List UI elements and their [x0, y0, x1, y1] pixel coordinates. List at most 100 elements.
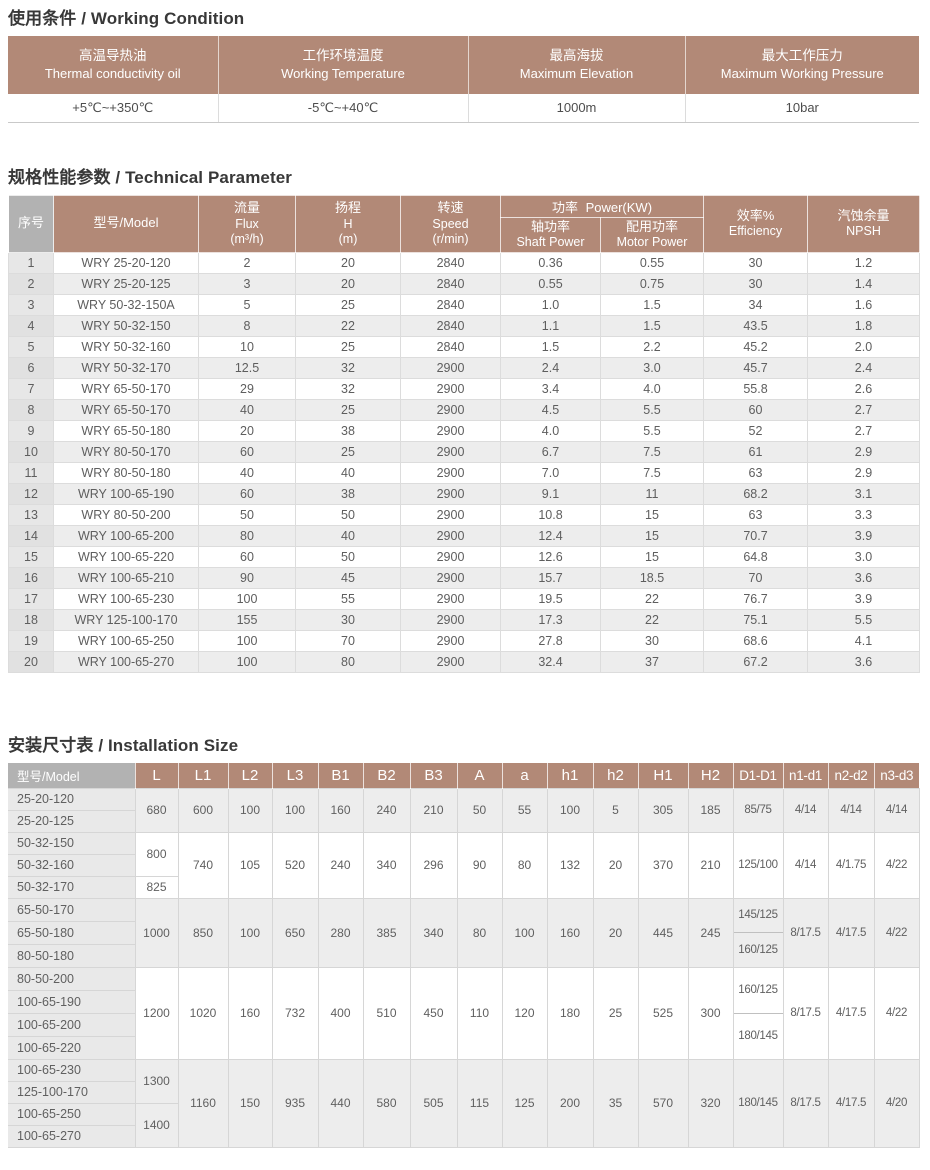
cell-dim: 850 — [177, 897, 229, 968]
cell-efficiency: 68.2 — [703, 483, 808, 506]
cell-dim: 400 — [317, 966, 364, 1060]
cell-dim: 160 — [317, 787, 364, 833]
cell-head: 50 — [295, 504, 401, 527]
cell-dim: 5 — [592, 787, 639, 833]
cell-dim: 180 — [546, 966, 594, 1060]
cell-efficiency: 52 — [703, 420, 808, 443]
cell-motor-power: 4.0 — [600, 378, 704, 401]
cell-motor-power: 22 — [600, 588, 704, 611]
cell-speed: 2840 — [400, 273, 501, 296]
cell-head: 20 — [295, 252, 401, 275]
wc-value-3: 10bar — [684, 94, 919, 123]
cell-shaft-power: 12.6 — [500, 546, 601, 569]
cell-npsh: 3.6 — [807, 651, 920, 674]
cell-efficiency: 60 — [703, 399, 808, 422]
cell-dim: 110 — [456, 966, 503, 1060]
table-row: 25-20-120 680 600 100 100 160 240 210 50 55 100 5 30… — [8, 787, 920, 833]
cell-dim: 20 — [592, 831, 639, 899]
cell-flux: 100 — [198, 588, 296, 611]
cell-no: 11 — [8, 462, 54, 485]
cell-dim: 100 — [501, 897, 548, 968]
col-header-a: a — [501, 763, 547, 789]
cell-model: WRY 100-65-220 — [53, 546, 199, 569]
cell-n3d3: 4/22 — [873, 897, 920, 968]
cell-model: WRY 50-32-170 — [53, 357, 199, 380]
cell-speed: 2900 — [400, 357, 501, 380]
cell-L: 800 — [134, 831, 179, 877]
col-header-no-label: 序号 — [17, 215, 44, 231]
table-row: 2 WRY 25-20-125 3 20 2840 0.55 0.75 30 1.4 — [8, 273, 920, 296]
cell-dim: 55 — [501, 787, 548, 833]
cell-shaft-power: 27.8 — [500, 630, 601, 653]
cell-npsh: 3.9 — [807, 588, 920, 611]
cell-n3d3: 4/22 — [873, 831, 920, 899]
cell-no: 15 — [8, 546, 54, 569]
wc-col-header-2: 最高海拔 Maximum Elevation — [467, 36, 685, 94]
table-row: 6 WRY 50-32-170 12.5 32 2900 2.4 3.0 45.7 2.4 — [8, 357, 920, 380]
col-header-motor-power: 配用功率 Motor Power — [600, 216, 704, 254]
cell-model: WRY 100-65-230 — [53, 588, 199, 611]
cell-head: 55 — [295, 588, 401, 611]
cell-model: 80-50-180 — [8, 943, 136, 968]
cell-motor-power: 22 — [600, 609, 704, 632]
cell-efficiency: 75.1 — [703, 609, 808, 632]
cell-efficiency: 67.2 — [703, 651, 808, 674]
cell-shaft-power: 1.0 — [500, 294, 601, 317]
cell-head: 70 — [295, 630, 401, 653]
table-row: 16 WRY 100-65-210 90 45 2900 15.7 18.5 70 3.6 — [8, 567, 920, 590]
cell-speed: 2900 — [400, 441, 501, 464]
cell-n2d2: 4/17.5 — [827, 966, 875, 1060]
table-row: 25-20-125 — [8, 809, 919, 833]
cell-shaft-power: 0.36 — [500, 252, 601, 275]
installation-size-section: 安装尺寸表 / Installation Size 型号/Model L L1 L2 L… — [8, 731, 920, 1148]
header-row-top: 序号 型号/Model 流量 Flux (m³/h) 扬程 H (m) — [8, 194, 920, 254]
table-row: 65-50-170 1000 850 100 650 280 385 340 80 100 160 2… — [8, 897, 920, 968]
cell-no: 8 — [8, 399, 54, 422]
col-header-l: L — [134, 763, 178, 789]
cell-head: 45 — [295, 567, 401, 590]
cell-shaft-power: 1.5 — [500, 336, 601, 359]
cell-dim: 580 — [362, 1058, 411, 1148]
cell-npsh: 3.1 — [807, 483, 920, 506]
cell-n2d2: 4/14 — [827, 787, 875, 833]
cell-model: 50-32-170 — [8, 875, 136, 899]
cell-model: 100-65-270 — [8, 1124, 136, 1148]
cell-npsh: 1.8 — [807, 315, 920, 338]
cell-no: 18 — [8, 609, 54, 632]
col-header-speed: 转速 Speed (r/min) — [400, 194, 501, 254]
cell-dim: 100 — [546, 787, 594, 833]
col-header-h2: H2 — [687, 763, 733, 789]
cell-n3d3: 4/14 — [873, 787, 920, 833]
col-header-n2-d2: n2-d2 — [827, 763, 874, 789]
cell-npsh: 3.0 — [807, 546, 920, 569]
col-header-l1: L1 — [177, 763, 228, 789]
cell-head: 40 — [295, 525, 401, 548]
cell-dim: 100 — [271, 787, 319, 833]
cell-speed: 2840 — [400, 294, 501, 317]
table-row: 4 WRY 50-32-150 8 22 2840 1.1 1.5 43.5 1.8 — [8, 315, 920, 338]
cell-model: WRY 50-32-160 — [53, 336, 199, 359]
cell-dim: 1020 — [177, 966, 229, 1060]
cell-head: 25 — [295, 294, 401, 317]
cell-flux: 8 — [198, 315, 296, 338]
cell-dim: 160 — [546, 897, 594, 968]
cell-head: 80 — [295, 651, 401, 674]
working-condition-value-row: +5℃~+350℃ -5℃~+40℃ 1000m 10bar — [8, 94, 919, 123]
cell-no: 14 — [8, 525, 54, 548]
cell-speed: 2900 — [400, 630, 501, 653]
cell-flux: 40 — [198, 399, 296, 422]
cell-flux: 5 — [198, 294, 296, 317]
cell-dim: 160 — [227, 966, 273, 1060]
cell-dim: 240 — [362, 787, 411, 833]
cell-L: 1200 — [134, 966, 179, 1060]
cell-dim: 200 — [546, 1058, 594, 1148]
col-header-h2: h2 — [592, 763, 638, 789]
col-header-shaft-power: 轴功率 Shaft Power — [500, 216, 601, 254]
cell-head: 38 — [295, 420, 401, 443]
cell-flux: 20 — [198, 420, 296, 443]
col-header-d1-d1: D1-D1 — [732, 763, 783, 789]
cell-motor-power: 7.5 — [600, 441, 704, 464]
cell-dim: 185 — [687, 787, 734, 833]
